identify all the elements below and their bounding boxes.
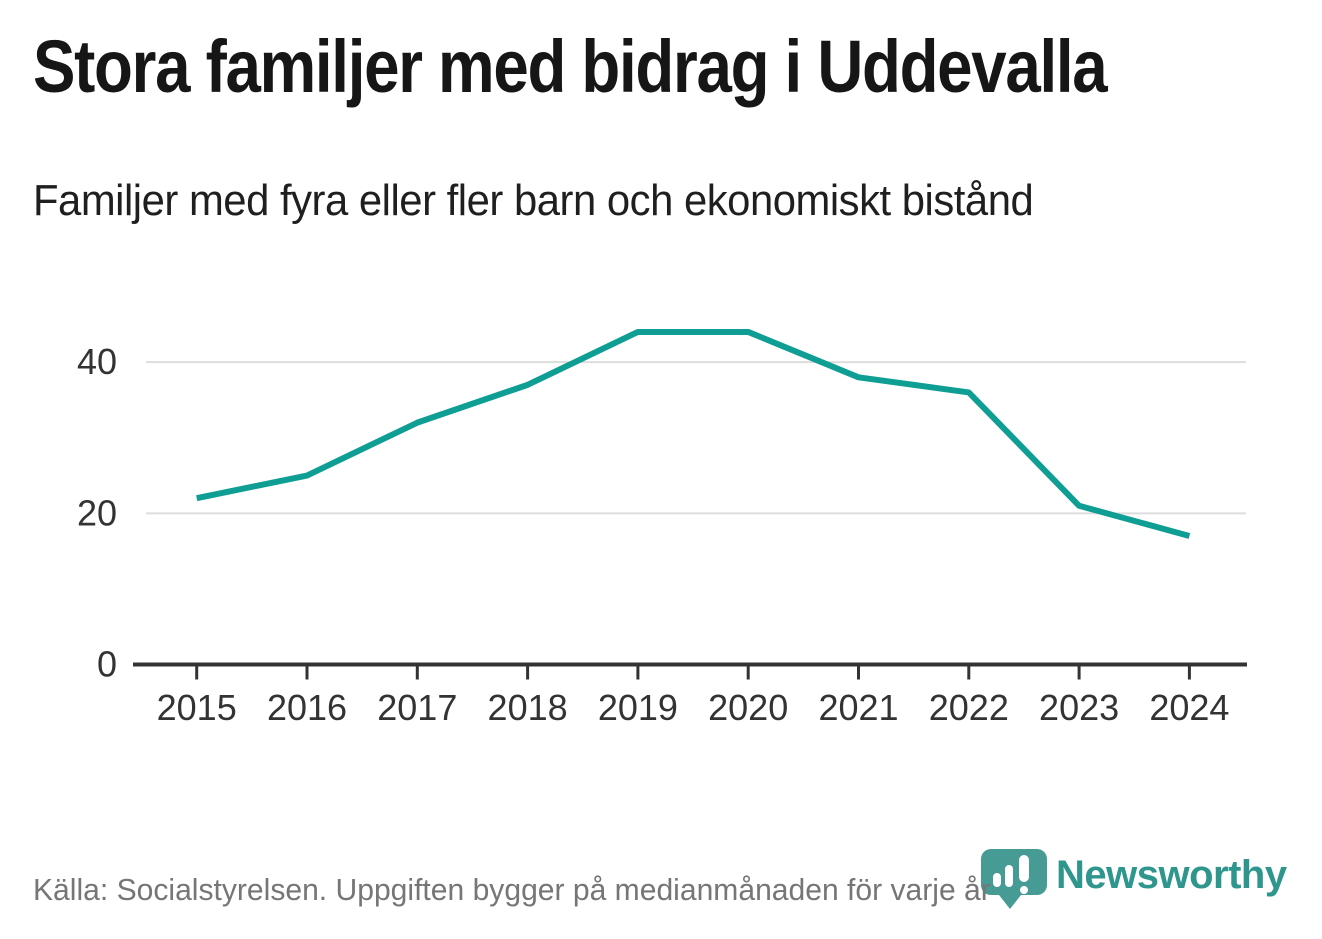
x-axis-tick-label: 2017: [377, 687, 457, 728]
line-chart: 0 20 40 2015 2016 2017 2018 2019 2020 2021 2022 202…: [77, 328, 1247, 728]
x-axis-tick-label: 2019: [598, 687, 678, 728]
x-axis-tick-label: 2022: [929, 687, 1009, 728]
y-axis-tick-label: 20: [77, 492, 117, 533]
x-axis-tick-label: 2023: [1039, 687, 1119, 728]
x-axis-tick-label: 2024: [1149, 687, 1229, 728]
x-axis-tick-label: 2018: [488, 687, 568, 728]
x-axis-tick-label: 2020: [708, 687, 788, 728]
x-axis-tick-label: 2015: [157, 687, 237, 728]
newsworthy-wordmark: Newsworthy: [1056, 853, 1287, 897]
x-axis-tick-label: 2021: [818, 687, 898, 728]
source-note: Källa: Socialstyrelsen. Uppgiften bygger…: [33, 872, 991, 907]
page-title: Stora familjer med bidrag i Uddevalla: [33, 25, 1108, 108]
y-axis-tick-label: 0: [97, 644, 117, 685]
x-axis-tick-label: 2016: [267, 687, 347, 728]
data-line-series: [196, 328, 1191, 539]
page-subtitle: Familjer med fyra eller fler barn och ek…: [33, 176, 1034, 225]
y-axis-tick-label: 40: [77, 341, 117, 382]
newsworthy-logo-icon: [981, 849, 1047, 909]
